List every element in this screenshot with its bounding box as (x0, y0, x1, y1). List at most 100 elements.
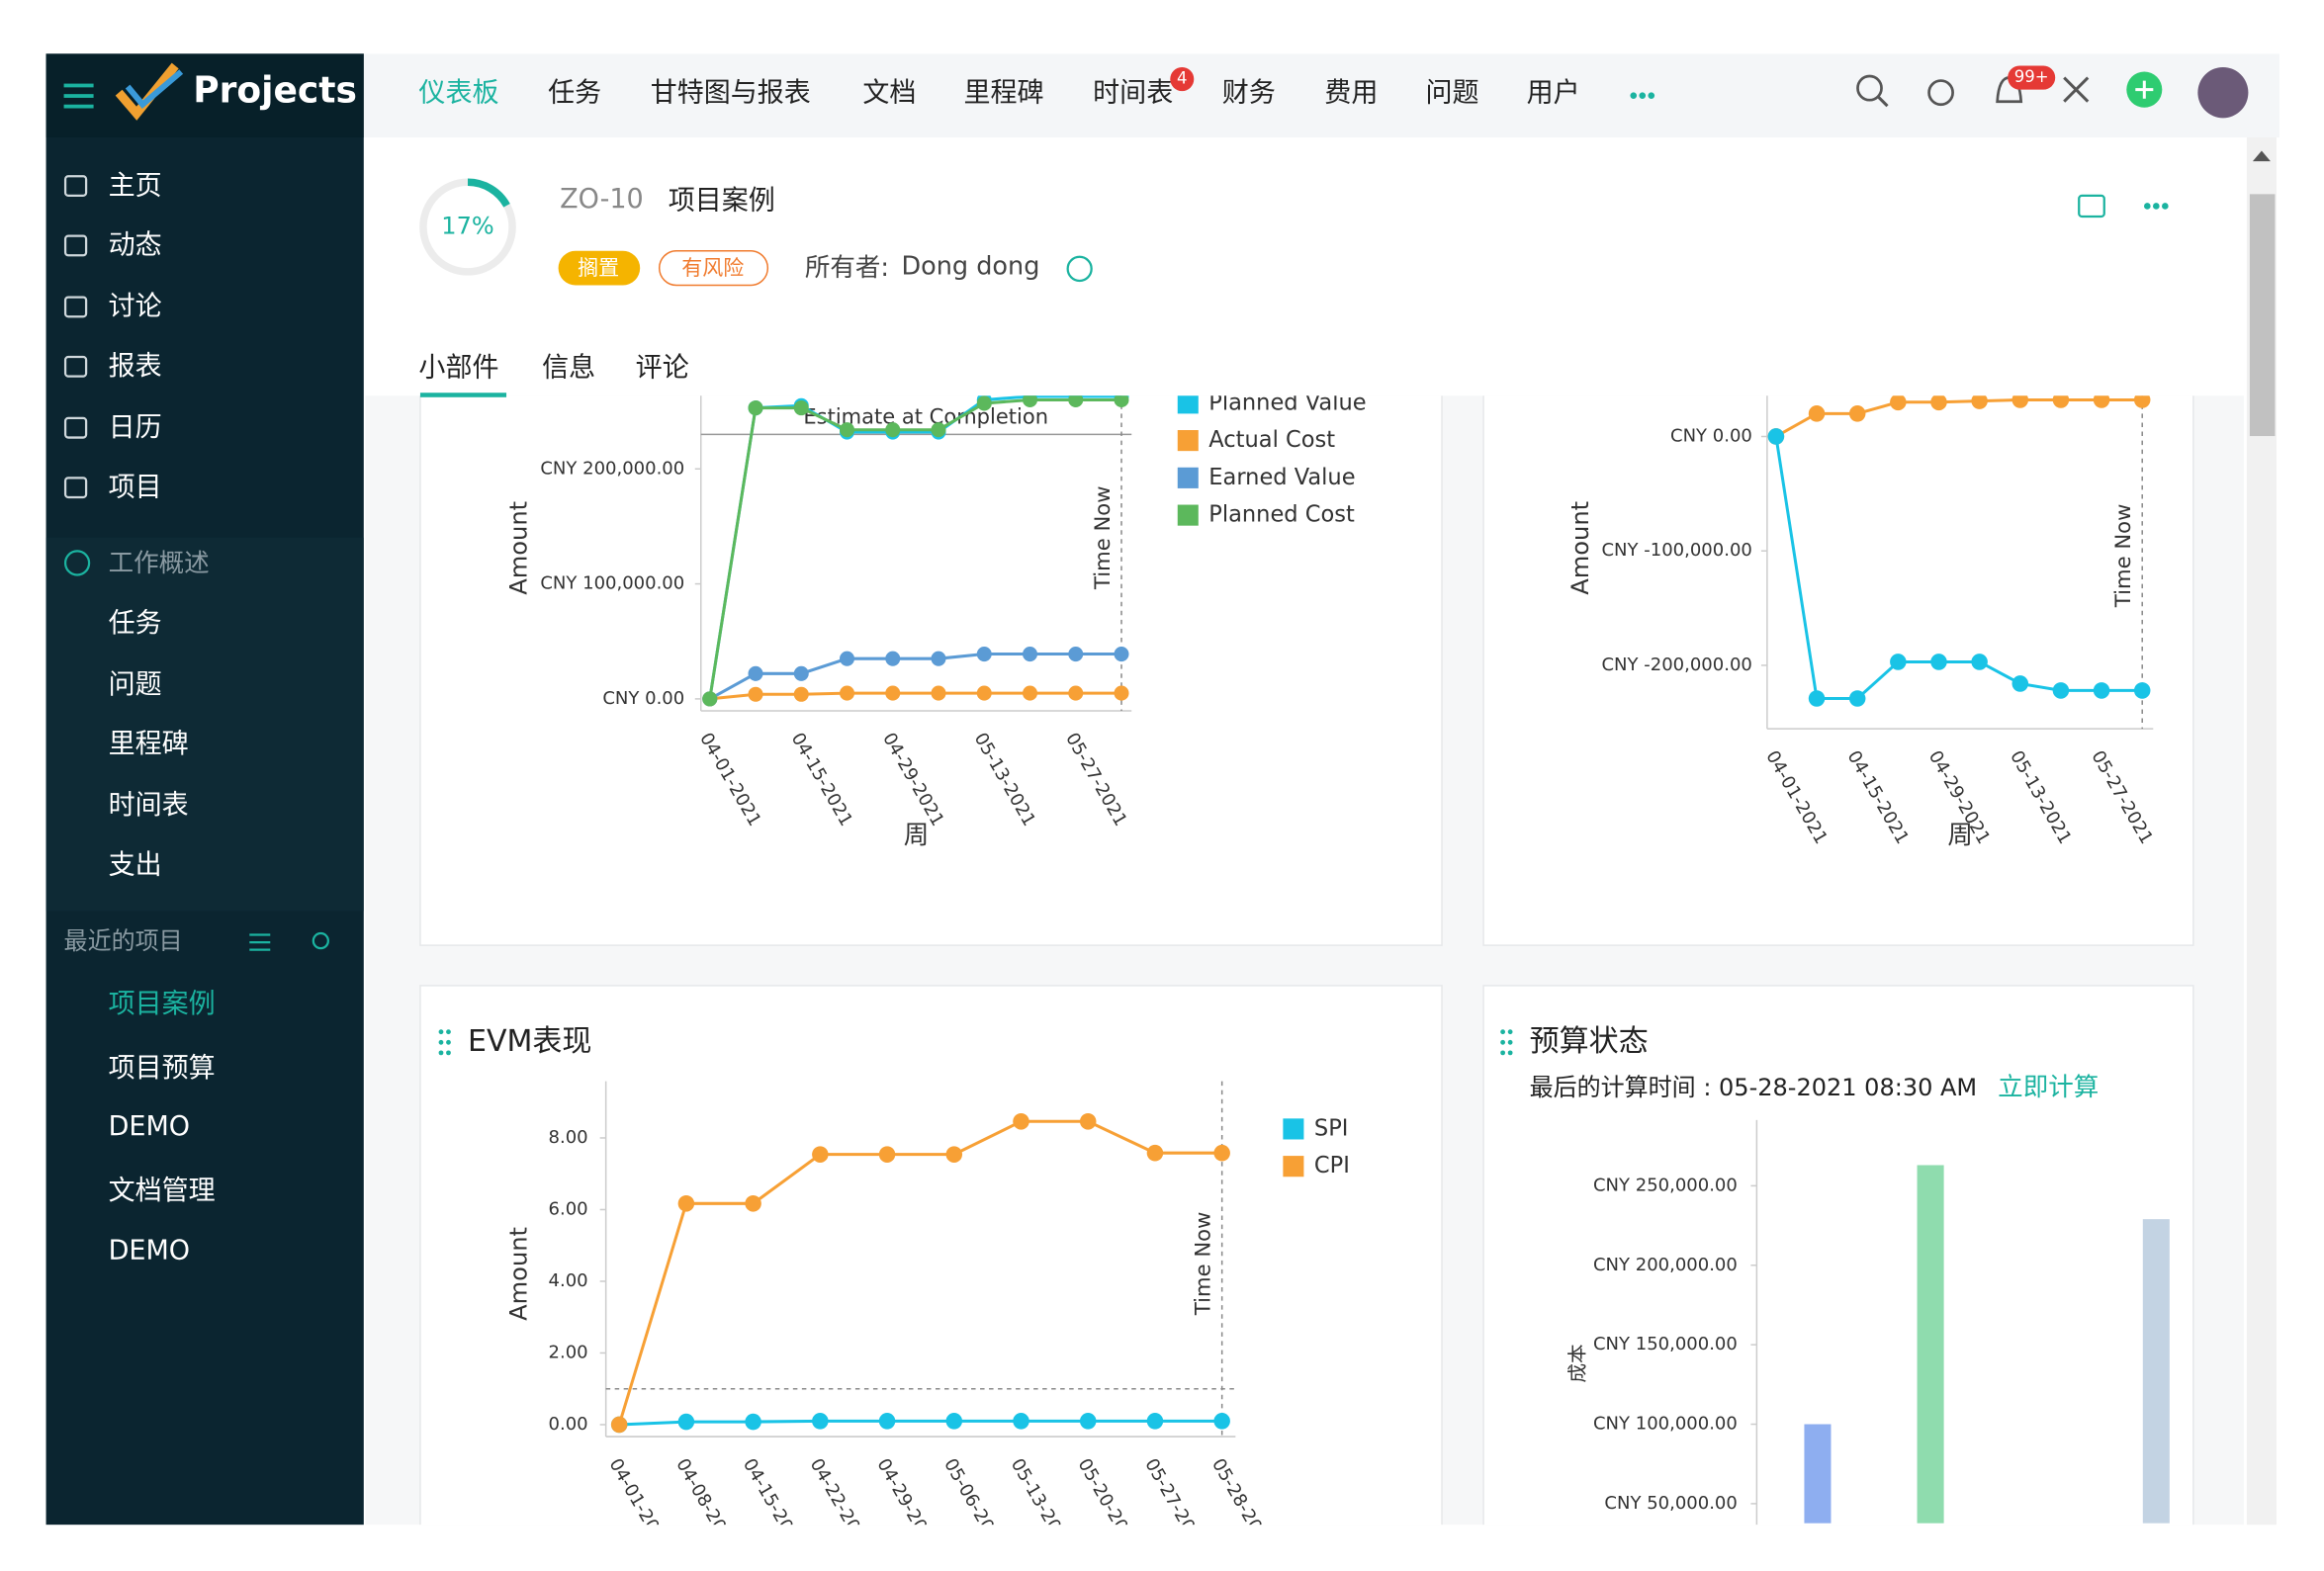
data-point (1114, 395, 1129, 408)
nav-tab[interactable]: 财务 (1222, 78, 1276, 109)
data-point (1023, 685, 1038, 701)
data-point (840, 685, 855, 701)
more-dot[interactable] (2162, 203, 2169, 210)
menu-icon-bar[interactable] (63, 83, 94, 88)
nav-tab[interactable]: 任务 (548, 78, 601, 109)
more-dot[interactable] (2153, 203, 2160, 210)
logo (115, 62, 179, 121)
y-tick-label: CNY -200,000.00 (1601, 655, 1751, 675)
data-point (1971, 654, 1988, 670)
menu-icon (63, 416, 88, 439)
widget-panel (419, 395, 1443, 946)
data-point (793, 686, 809, 702)
grip-dot (1500, 1039, 1506, 1045)
data-point (1890, 654, 1907, 670)
legend-swatch (1283, 1156, 1304, 1178)
tag (558, 250, 641, 286)
sidebar-subitem[interactable]: 问题 (109, 669, 162, 700)
logo (125, 69, 184, 110)
data-point (1068, 395, 1084, 408)
data-point (1023, 395, 1038, 408)
tab-underline (419, 393, 507, 397)
ui: Projects 仪表板 任务 甘特图与报表 文档 里程碑 时间表 财务 费用 问题 用户4 99+主… (63, 62, 2249, 1266)
recent-project[interactable]: DEMO (109, 1235, 190, 1266)
scrollbar-thumb[interactable] (2249, 194, 2276, 437)
menu-icon-bar[interactable] (63, 94, 94, 98)
recent-project[interactable]: DEMO (109, 1111, 190, 1142)
y-tick-label: 8.00 (549, 1127, 588, 1148)
nav-tab[interactable]: 文档 (862, 78, 916, 109)
recent-project[interactable]: 项目案例 (109, 989, 216, 1019)
project-tab[interactable]: 小部件 (418, 353, 498, 384)
sidebar-item[interactable]: 报表 (109, 351, 162, 382)
sidebar-item[interactable]: 讨论 (109, 292, 162, 322)
sidebar-item[interactable]: 项目 (109, 472, 162, 502)
y-tick-label: CNY 50,000.00 (1604, 1493, 1737, 1514)
data-point (2133, 395, 2151, 408)
data-point (1023, 646, 1038, 662)
data-point (2011, 675, 2029, 692)
more-dot[interactable] (1648, 92, 1655, 99)
sidebar-item[interactable]: 日历 (109, 412, 162, 443)
more-dot[interactable] (1630, 92, 1638, 99)
nav-tab[interactable]: 用户 (1527, 78, 1580, 109)
grip-dot (1507, 1039, 1513, 1045)
nav-tab[interactable]: 时间表 (1093, 78, 1173, 109)
data-point (1013, 1112, 1029, 1130)
filter-icon[interactable] (249, 933, 271, 951)
search-icon[interactable] (312, 931, 329, 950)
data-point (812, 1413, 829, 1430)
data-point (1808, 405, 1826, 422)
section-icon (63, 550, 91, 576)
nav-tab[interactable]: 里程碑 (964, 78, 1044, 109)
sidebar-subitem[interactable]: 时间表 (109, 790, 189, 821)
y-tick-label: 0.00 (549, 1414, 588, 1435)
tools-icon[interactable] (2063, 76, 2090, 103)
y-tick-label: 4.00 (549, 1270, 588, 1291)
nav-tab[interactable]: 问题 (1426, 78, 1479, 109)
legend-label: CPI (1314, 1153, 1350, 1178)
sidebar-subitem[interactable]: 支出 (109, 850, 162, 881)
series-line (619, 1419, 1222, 1427)
y-tick-label: CNY 200,000.00 (1593, 1255, 1738, 1275)
sidebar-subitem[interactable]: 里程碑 (109, 729, 189, 759)
avatar[interactable] (2197, 66, 2249, 119)
data-point (1068, 685, 1084, 701)
sidebar-item[interactable]: 动态 (109, 230, 162, 261)
menu-icon-bar[interactable] (63, 104, 94, 109)
y-tick-label: CNY 150,000.00 (1593, 1334, 1738, 1354)
action-icon[interactable] (2078, 194, 2105, 218)
data-point (748, 400, 763, 416)
search-icon[interactable] (1856, 74, 1883, 102)
info-icon[interactable] (1066, 255, 1093, 283)
nav-tab[interactable]: 甘特图与报表 (651, 78, 811, 109)
y-tick-label: CNY 200,000.00 (540, 458, 684, 479)
menu-icon (63, 234, 88, 257)
x-axis-label: 周 (904, 821, 930, 850)
nav-tab[interactable]: 仪表板 (418, 78, 498, 109)
scroll-up[interactable] (2252, 150, 2271, 162)
project-tab[interactable]: 评论 (636, 353, 689, 384)
progress-arc (467, 178, 510, 208)
nav-tab[interactable]: 费用 (1324, 78, 1378, 109)
project-tab[interactable]: 信息 (542, 353, 595, 384)
grip-dot (438, 1029, 444, 1035)
sidebar-item[interactable]: 主页 (109, 170, 162, 201)
recent-project[interactable]: 项目预算 (109, 1053, 216, 1084)
widget-panel (1482, 395, 2194, 946)
action-link[interactable]: 立即计算 (1998, 1073, 2099, 1102)
widget-subtitle: 最后的计算时间 : 05-28-2021 08:30 AM (1530, 1074, 1978, 1101)
recent-project[interactable]: 文档管理 (109, 1176, 216, 1206)
y-tick-label: CNY 0.00 (1670, 425, 1752, 446)
data-point (1114, 685, 1129, 701)
more-dot[interactable] (1639, 92, 1647, 99)
timer-icon[interactable] (1927, 79, 1954, 107)
y-axis-label: Amount (1566, 501, 1594, 595)
sidebar-subitem[interactable]: 任务 (109, 608, 162, 639)
data-point (745, 1194, 761, 1212)
grip-dot (1500, 1050, 1506, 1056)
data-point (748, 686, 763, 702)
series-line (709, 653, 1122, 701)
more-dot[interactable] (2144, 203, 2151, 210)
badge-text: 99+ (2014, 67, 2049, 86)
